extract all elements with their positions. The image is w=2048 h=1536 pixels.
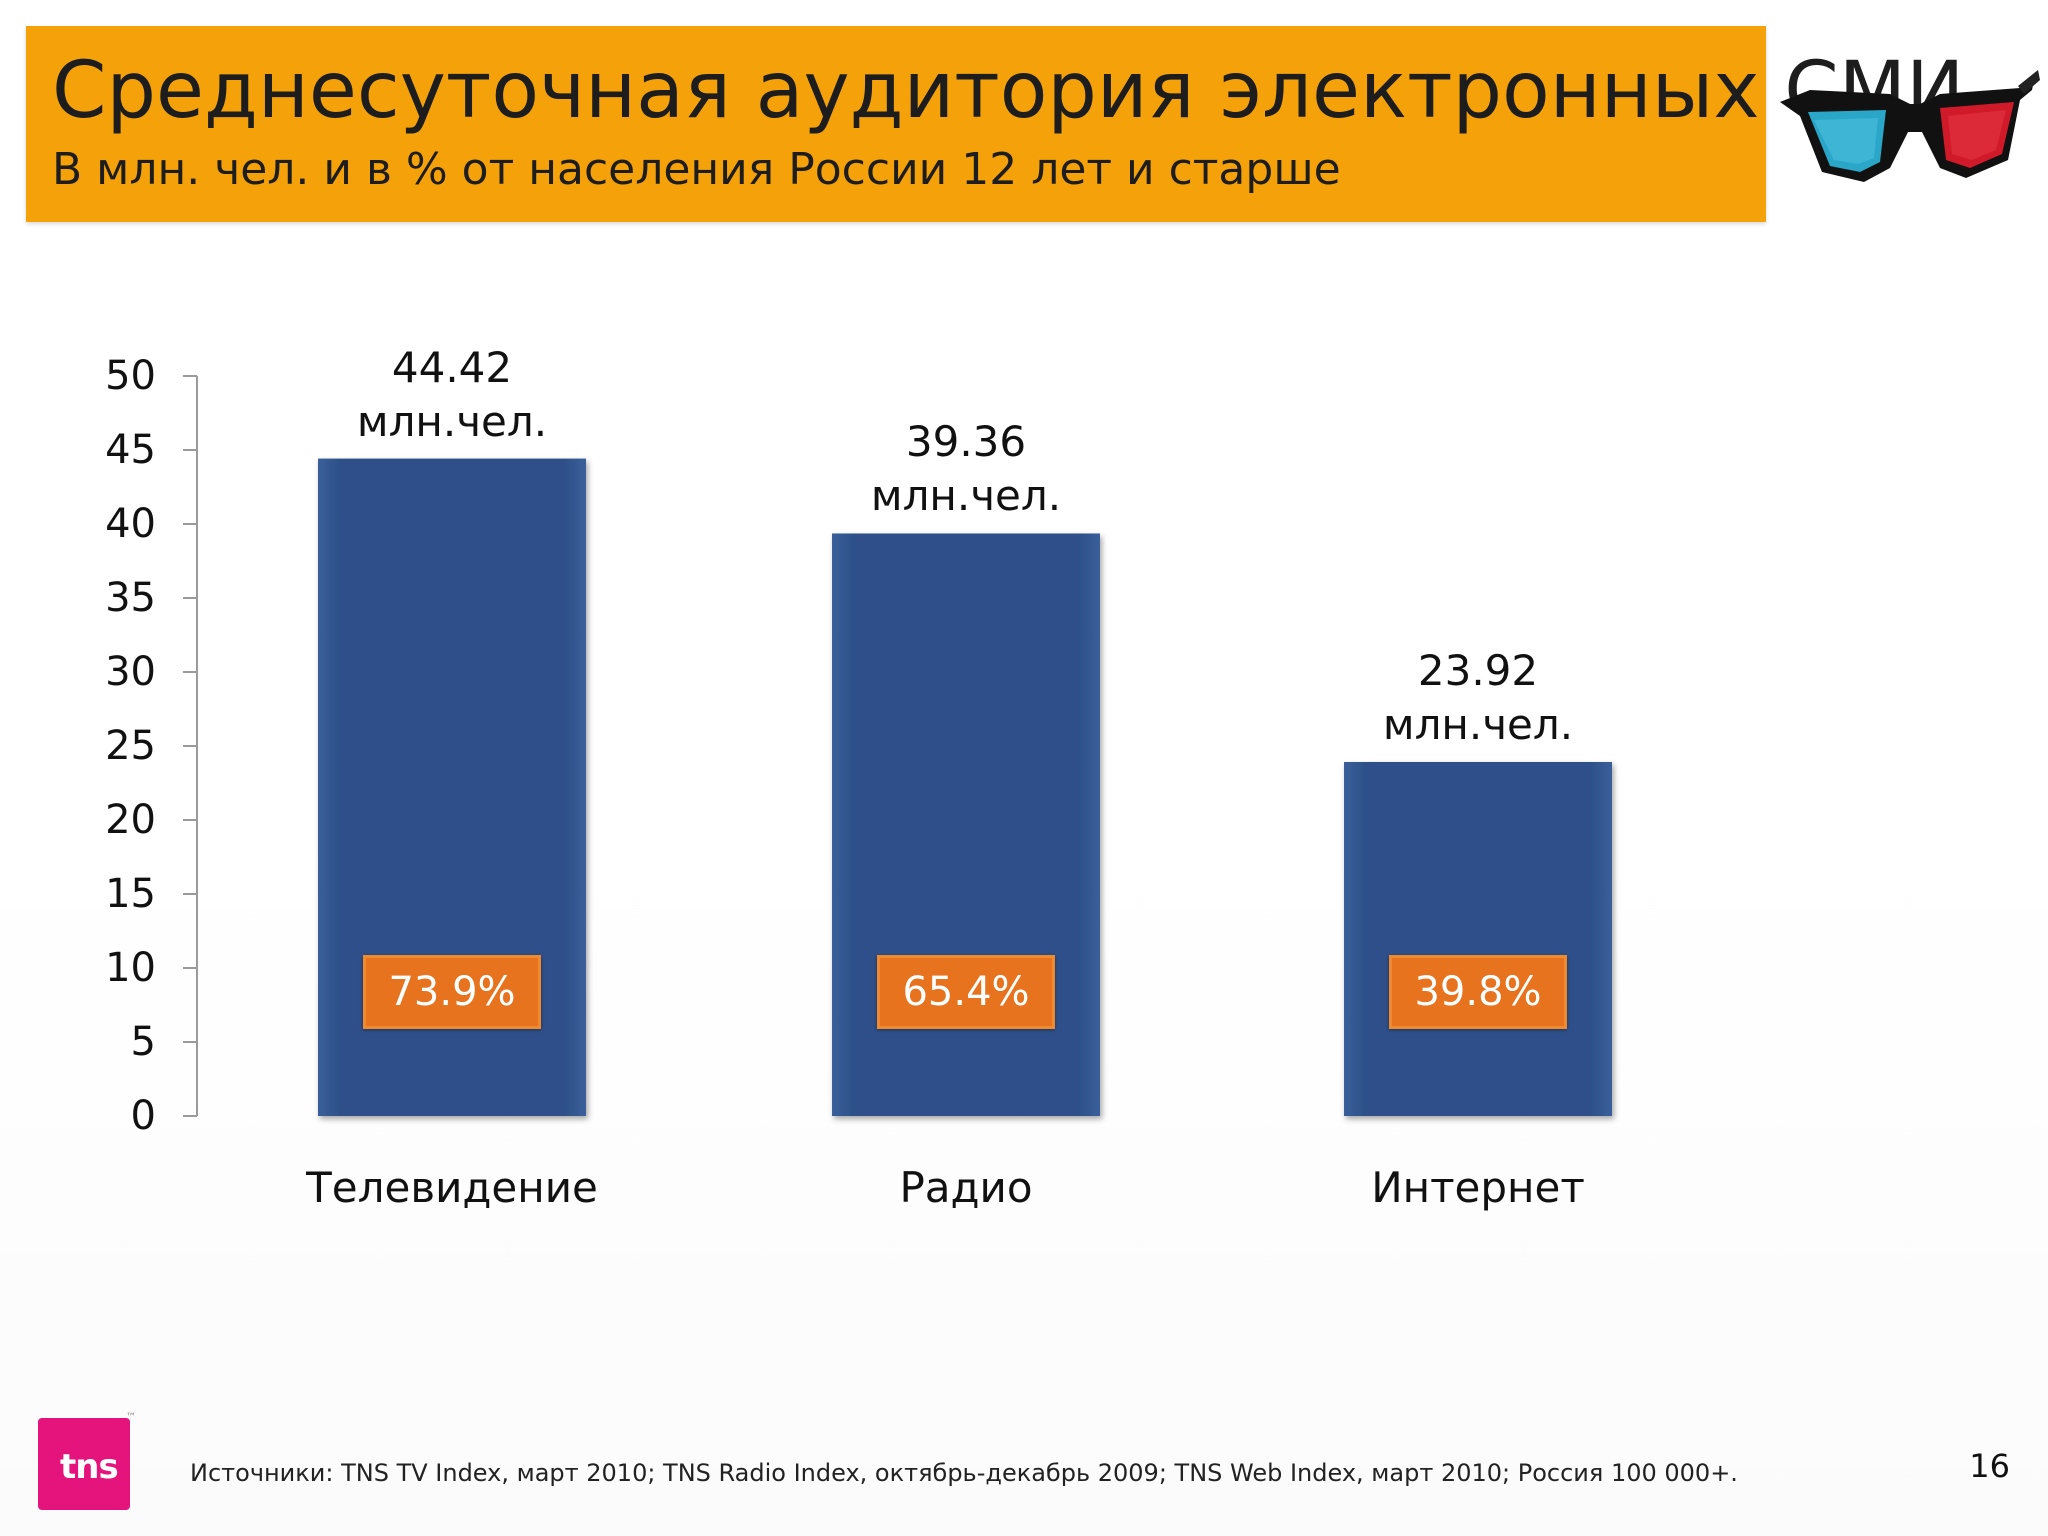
tns-logo-text: tns	[60, 1447, 119, 1487]
y-tick-label: 45	[105, 427, 156, 473]
bar-value-unit: млн.чел.	[870, 471, 1062, 521]
bar-value-label: 23.92 млн.чел.	[1328, 644, 1628, 752]
y-tick-label: 0	[130, 1093, 156, 1139]
tns-logo	[38, 1418, 130, 1510]
percent-badge: 65.4%	[877, 955, 1055, 1029]
x-category-label: Телевидение	[306, 1163, 598, 1212]
bar-value-label: 44.42 млн.чел.	[302, 341, 602, 449]
y-tick-label: 25	[105, 723, 156, 769]
y-tick-label: 20	[105, 797, 156, 843]
bar-value-unit: млн.чел.	[356, 396, 548, 446]
x-category-label: Радио	[899, 1163, 1033, 1212]
y-tick-label: 15	[105, 871, 156, 917]
y-tick-label: 5	[130, 1019, 156, 1065]
y-tick-label: 40	[105, 501, 156, 547]
source-note: Источники: TNS TV Index, март 2010; TNS …	[190, 1459, 1738, 1487]
bar-chart	[183, 375, 1612, 1117]
percent-badge: 39.8%	[1389, 955, 1567, 1029]
trademark-mark: ™	[126, 1412, 136, 1423]
bar-value-number: 44.42	[391, 342, 513, 392]
y-tick-label: 35	[105, 575, 156, 621]
bar-3	[1344, 761, 1612, 1116]
y-tick-label: 50	[105, 353, 156, 399]
title-band	[26, 26, 1766, 222]
y-tick-label: 10	[105, 945, 156, 991]
slide-subtitle: В млн. чел. и в % от населения России 12…	[52, 144, 1341, 195]
3d-glasses-icon	[1780, 70, 2040, 182]
slide-title: Среднесуточная аудитория электронных СМИ	[52, 46, 1965, 136]
x-category-label: Интернет	[1371, 1163, 1585, 1212]
bar-value-unit: млн.чел.	[1382, 699, 1574, 749]
bar-value-label: 39.36 млн.чел.	[816, 415, 1116, 523]
bar-value-number: 39.36	[905, 417, 1027, 467]
page-number: 16	[1969, 1447, 2010, 1485]
y-tick-label: 30	[105, 649, 156, 695]
percent-badge: 73.9%	[363, 955, 541, 1029]
bar-value-number: 23.92	[1417, 645, 1539, 695]
